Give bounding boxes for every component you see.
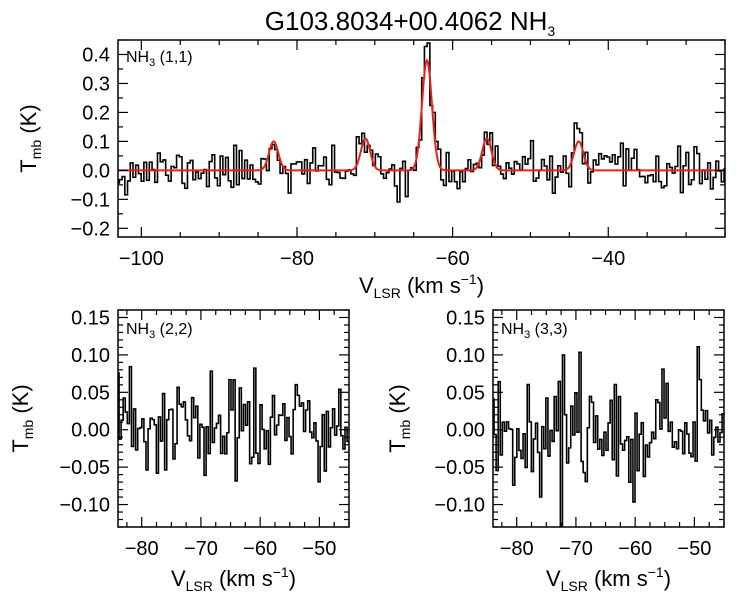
x-tick-label: −70 (559, 538, 593, 560)
x-tick-label: −40 (591, 248, 625, 270)
x-tick-label: −80 (280, 248, 314, 270)
y-tick-label: −0.1 (71, 189, 110, 211)
y-axis-label: Tmb (K) (385, 384, 413, 452)
y-tick-label: 0.05 (446, 382, 485, 404)
observed-spectrum-line (118, 42, 725, 203)
plot-frame (117, 39, 726, 238)
hyperfine-fit-line (118, 58, 725, 172)
y-tick-label: 0.4 (82, 44, 110, 66)
y-axis-label: Tmb (K) (16, 104, 44, 172)
panel-nh3-22: −80 −70 −60 −50 −0.10 −0.05 0.00 0.05 0.10 0.15 NH… (8, 307, 350, 594)
y-tick-label: 0.15 (71, 307, 110, 329)
y-tick-label: −0.10 (59, 495, 110, 517)
x-tick-label: −70 (184, 538, 218, 560)
x-tick-label: −50 (302, 538, 336, 560)
transition-annotation: NH3 (2,2) (126, 321, 193, 341)
x-tick-label: −60 (436, 248, 470, 270)
y-tick-label: 0.0 (82, 160, 110, 182)
y-tick-label: 0.2 (82, 102, 110, 124)
x-axis-label: VLSR (km s−1) (546, 564, 671, 594)
y-tick-label: 0.3 (82, 73, 110, 95)
observed-spectrum-line (118, 365, 349, 484)
observed-spectrum-line (493, 346, 724, 527)
y-tick-label: 0.00 (446, 420, 485, 442)
y-tick-label: 0.10 (71, 345, 110, 367)
plot-frame (117, 309, 350, 528)
y-tick-label: −0.05 (59, 457, 110, 479)
y-tick-label: −0.2 (71, 218, 110, 240)
y-tick-label: −0.10 (434, 495, 485, 517)
x-tick-label: −50 (677, 538, 711, 560)
y-tick-label: 0.15 (446, 307, 485, 329)
y-tick-label: 0.1 (82, 131, 110, 153)
panel-nh3-33: −80 −70 −60 −50 −0.10 −0.05 0.00 0.05 0.10 0.15 NH… (385, 307, 725, 594)
y-axis-label: Tmb (K) (8, 384, 36, 452)
x-tick-label: −100 (119, 248, 164, 270)
y-tick-label: −0.05 (434, 457, 485, 479)
x-axis-label: VLSR (km s−1) (359, 271, 484, 301)
plot-frame (492, 309, 725, 528)
panel-nh3-11: −100 −80 −60 −40 −0.2 −0.1 0.0 0.1 0.2 0.3 0.4 NH3 … (16, 39, 726, 301)
y-tick-label: 0.05 (71, 382, 110, 404)
transition-annotation: NH3 (3,3) (501, 321, 568, 341)
x-axis-label: VLSR (km s−1) (171, 564, 296, 594)
y-tick-label: 0.10 (446, 345, 485, 367)
x-tick-label: −80 (500, 538, 534, 560)
transition-annotation: NH3 (1,1) (126, 49, 193, 69)
y-tick-label: 0.00 (71, 420, 110, 442)
x-tick-label: −60 (243, 538, 277, 560)
x-tick-label: −80 (125, 538, 159, 560)
figure-title: G103.8034+00.4062 NH3 (265, 6, 556, 39)
x-tick-label: −60 (618, 538, 652, 560)
